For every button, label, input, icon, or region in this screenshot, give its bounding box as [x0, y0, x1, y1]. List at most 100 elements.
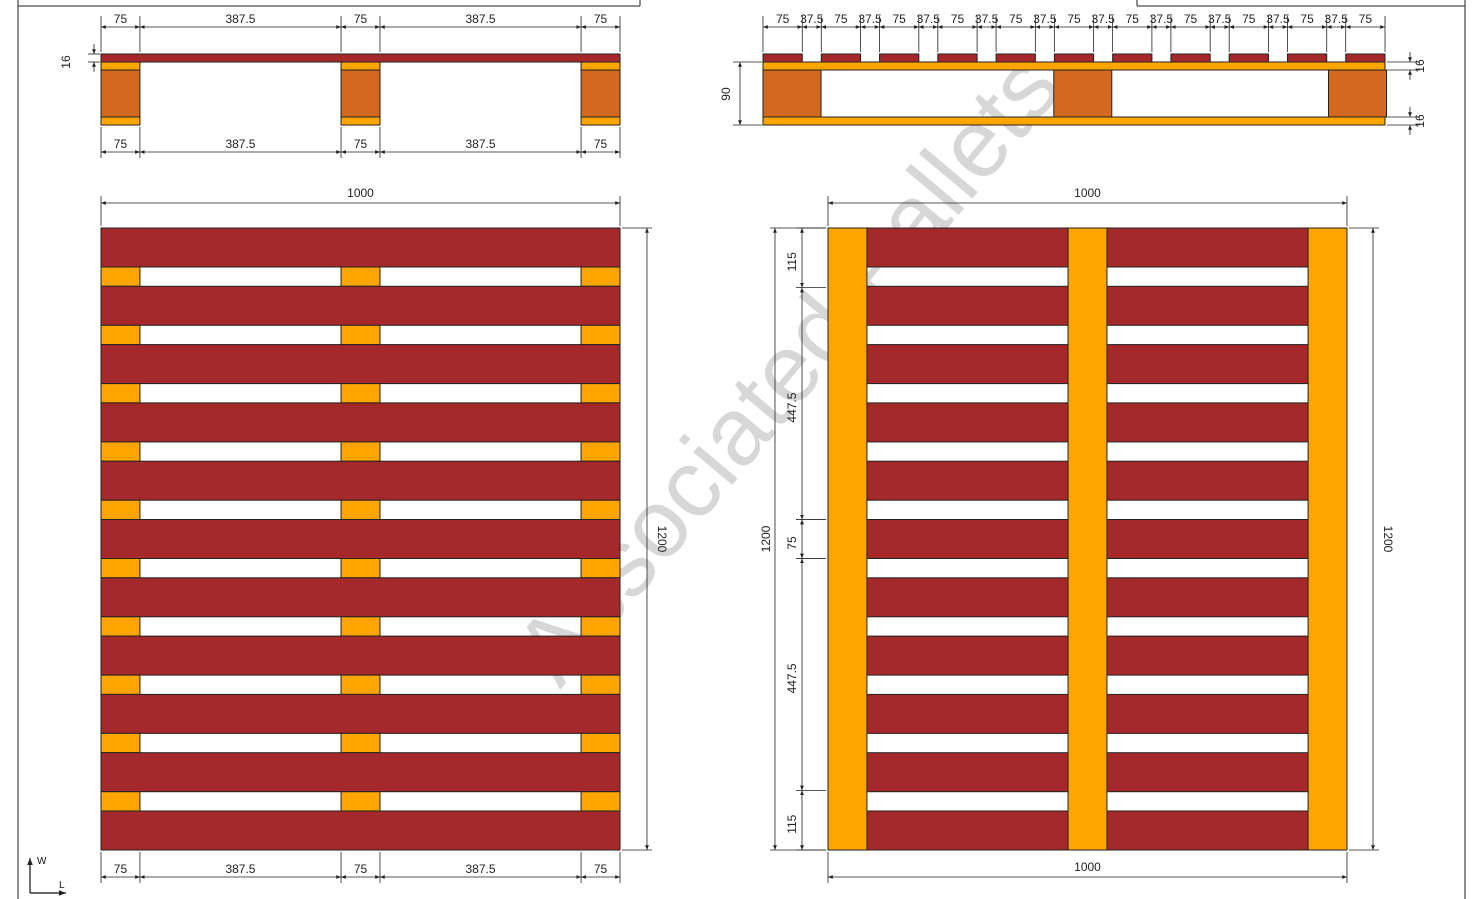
block: [340, 69, 381, 118]
visible-block: [580, 324, 621, 346]
block: [1053, 69, 1113, 118]
side-l-top-dim-label: 37.5: [1325, 12, 1349, 26]
top-deck-board-end: [1345, 53, 1386, 63]
visible-block: [100, 441, 141, 462]
side-view-width: 75 387.5 75 387.5 75 75 387.5 75 387.5 75 16: [59, 12, 621, 158]
side-l-top-dim-label: 37.5: [1208, 12, 1232, 26]
bot-seg-dim-label: 75: [785, 536, 799, 550]
visible-block: [580, 499, 621, 521]
side-w-top-dim-label: 75: [594, 12, 608, 26]
side-l-top-dim-label: 37.5: [800, 12, 824, 26]
top-bottom-dim-label: 75: [354, 862, 368, 876]
visible-block: [100, 616, 141, 637]
top-bottom-dim-label: 75: [594, 862, 608, 876]
visible-block: [580, 791, 621, 812]
bot-seg-dim-label: 115: [785, 252, 799, 271]
bot-seg-dim-label: 447.5: [785, 663, 799, 693]
visible-block: [580, 674, 621, 695]
stringer-board-long: [762, 61, 1386, 71]
side-w-bottom-dim-label: 387.5: [466, 137, 496, 151]
visible-block: [340, 324, 381, 346]
visible-block: [100, 266, 141, 287]
block: [580, 69, 621, 118]
top-deck-board-end: [995, 53, 1036, 63]
bot-w-bottom-label: 1000: [1074, 860, 1101, 874]
side-l-top-dim-label: 75: [1009, 12, 1023, 26]
deck-board: [100, 402, 621, 443]
side-l-top-dim-label: 37.5: [975, 12, 999, 26]
side-l-top-dim-label: 37.5: [1033, 12, 1057, 26]
stringer-board: [100, 61, 141, 71]
top-deck-board-end: [937, 53, 978, 63]
top-bottom-dim-label: 387.5: [466, 862, 496, 876]
side-l-top-dim-label: 75: [1067, 12, 1081, 26]
side-l-top-dim-label: 75: [1184, 12, 1198, 26]
side-l-thk-top-label: 16: [1413, 59, 1427, 73]
side-w-top-dim-label: 387.5: [225, 12, 255, 26]
top-deck-board-end: [1228, 53, 1269, 63]
side-l-top-dim-label: 37.5: [1091, 12, 1115, 26]
stringer-board: [340, 61, 381, 71]
bottom-board: [340, 116, 381, 126]
visible-block: [580, 266, 621, 287]
visible-block: [340, 616, 381, 637]
top-view: 1000 1200 75 387.5 75 387.5 75: [100, 186, 669, 883]
side-l-top-dim-label: 75: [951, 12, 965, 26]
bot-seg-dim-label: 447.5: [785, 392, 799, 422]
axis-l-label: L: [59, 880, 65, 891]
side-view-length: 75 37.5 75 37.5 75 37.5 75 37.5 75 37.5 75 37.5 75 37…: [719, 12, 1427, 135]
visible-block: [100, 558, 141, 579]
side-w-bottom-dim-label: 387.5: [225, 137, 255, 151]
bot-h-left-label: 1200: [759, 525, 773, 552]
visible-block: [580, 732, 621, 754]
bot-w-top-label: 1000: [1074, 186, 1101, 200]
top-deck-board-end: [879, 53, 920, 63]
visible-block: [100, 499, 141, 521]
side-l-top-dim-label: 75: [893, 12, 907, 26]
side-l-top-dim-label: 75: [834, 12, 848, 26]
visible-block: [340, 732, 381, 754]
top-bottom-dim-label: 387.5: [225, 862, 255, 876]
bot-seg-dim-label: 115: [785, 814, 799, 833]
top-deck-board: [100, 53, 621, 63]
bottom-long-board: [1307, 227, 1348, 851]
side-l-h-label: 90: [719, 87, 733, 101]
side-w-top-dim-label: 75: [354, 12, 368, 26]
top-w-label: 1000: [347, 186, 374, 200]
visible-block: [340, 441, 381, 462]
bottom-board: [580, 116, 621, 126]
deck-board: [100, 344, 621, 385]
side-w-top-dim-label: 387.5: [466, 12, 496, 26]
deck-board: [100, 227, 621, 268]
top-deck-board-end: [1286, 53, 1328, 63]
side-l-top-dim-label: 37.5: [917, 12, 941, 26]
side-l-top-dim-label: 37.5: [858, 12, 882, 26]
deck-board: [100, 810, 621, 851]
side-w-bottom-dim-label: 75: [594, 137, 608, 151]
bottom-view: 1000 1000 1200 1200 115 447.5 75 447.5 115: [759, 186, 1395, 883]
visible-block: [580, 441, 621, 462]
side-l-top-dim-label: 75: [1242, 12, 1256, 26]
visible-block: [100, 791, 141, 812]
deck-board: [100, 635, 621, 676]
block: [1328, 69, 1388, 118]
side-w-thk-label: 16: [59, 55, 73, 69]
side-l-top-dim-label: 75: [1359, 12, 1373, 26]
visible-block: [100, 674, 141, 695]
side-l-top-dim-label: 37.5: [1150, 12, 1174, 26]
top-deck-board-end: [1170, 53, 1211, 63]
side-w-top-dim-label: 75: [114, 12, 128, 26]
side-l-top-dim-label: 75: [776, 12, 790, 26]
visible-block: [100, 732, 141, 754]
visible-block: [580, 558, 621, 579]
visible-block: [340, 383, 381, 404]
top-bottom-dim-label: 75: [114, 862, 128, 876]
axis-indicator: W L: [27, 856, 66, 896]
visible-block: [340, 499, 381, 521]
bottom-long-board: [1067, 227, 1108, 851]
top-deck-board-end: [1112, 53, 1153, 63]
deck-board: [100, 460, 621, 501]
deck-board: [100, 577, 621, 618]
sheet-frame: [17, 0, 1466, 899]
